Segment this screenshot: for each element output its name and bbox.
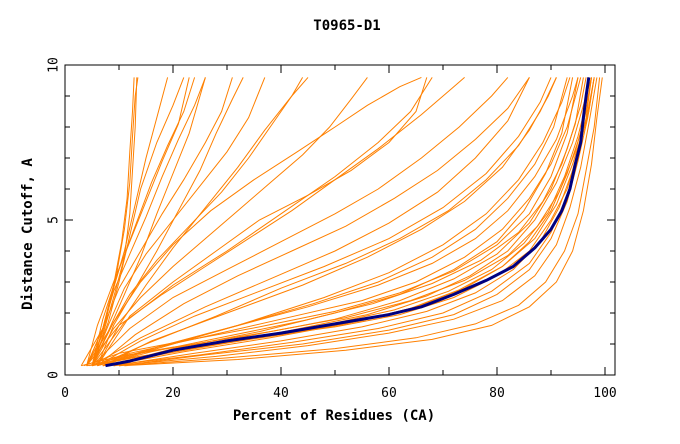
model-line-44 [97,77,584,367]
axes-layer: 0 20 40 60 80 100 0 5 10 [47,57,617,401]
plot-frame [64,64,616,376]
model-line-45 [102,77,592,367]
model-line-43 [118,77,595,367]
model-line-38 [102,77,568,367]
x-axis-label: Percent of Residues (CA) [233,408,435,424]
y-tick-label-0: 0 [47,371,62,379]
highlight-layer [105,77,591,368]
model-line-14 [102,77,557,367]
chart-title: T0965-D1 [313,18,380,34]
model-line-21 [91,77,368,366]
y-axis-label: Distance Cutoff, A [20,158,36,310]
x-tick-label-20: 20 [165,386,181,401]
model-line-32 [91,77,135,366]
model-line-10 [113,77,598,367]
model-line-19 [91,77,433,366]
model-line-16 [97,77,530,367]
model-line-34 [96,77,244,366]
highlight-line [105,77,591,368]
model-line-41 [89,77,592,367]
model-line-11 [118,77,601,367]
model-line-33 [91,77,139,366]
x-tick-label-100: 100 [593,386,616,401]
model-line-37 [97,77,552,367]
model-line-35 [96,77,309,366]
model-line-20 [96,77,428,366]
model-line-36 [91,76,422,366]
model-line-39 [108,77,574,367]
model-line-25 [80,77,206,366]
x-tick-label-60: 60 [381,386,397,401]
x-tick-label-40: 40 [273,386,289,401]
model-line-26 [86,77,190,366]
model-line-6 [97,77,571,367]
model-line-29 [91,77,206,366]
model-line-30 [91,77,185,366]
model-line-40 [83,77,579,367]
model-line-31 [86,77,138,366]
model-line-22 [86,77,304,366]
model-line-12 [124,77,603,367]
model-line-15 [91,77,530,367]
series-layer [80,76,603,367]
model-line-8 [108,77,595,367]
model-line-23 [91,77,266,366]
y-tick-label-10: 10 [47,57,62,73]
x-tick-label-80: 80 [489,386,505,401]
x-tick-label-0: 0 [61,386,69,401]
y-tick-label-5: 5 [47,216,62,224]
model-line-27 [91,77,196,366]
model-line-17 [91,77,509,367]
